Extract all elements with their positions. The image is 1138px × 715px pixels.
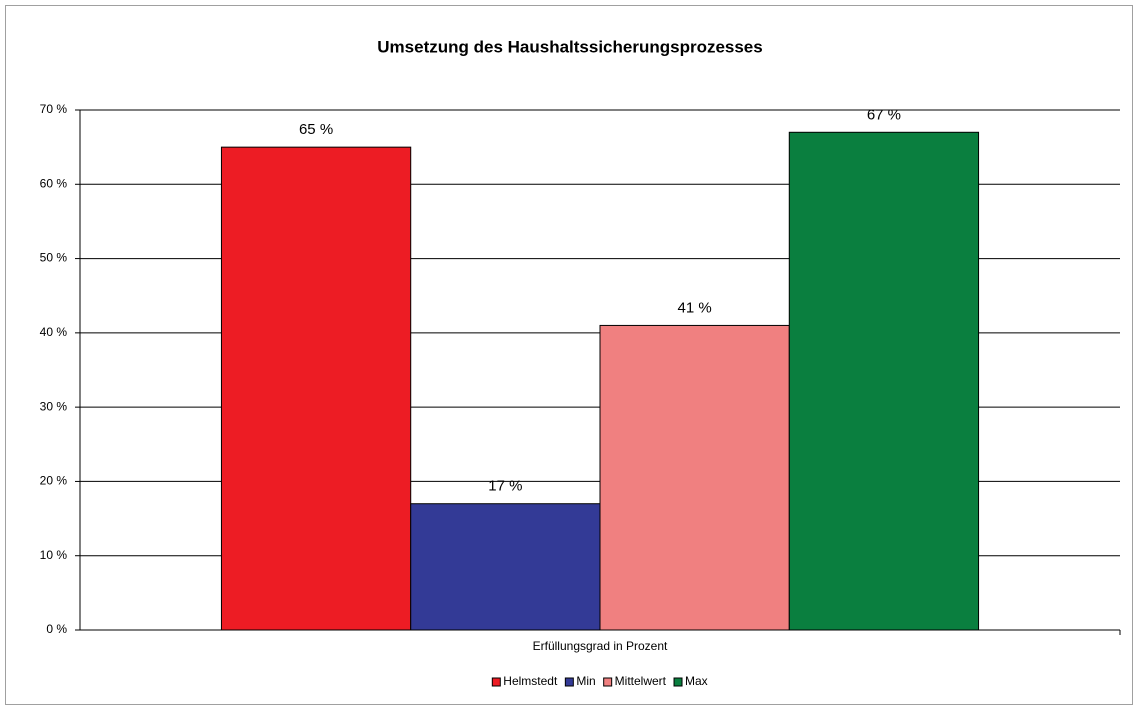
y-tick-label: 10 %: [40, 548, 68, 562]
bar: [220, 146, 412, 631]
legend-label: Max: [685, 674, 708, 688]
y-tick-label: 0 %: [46, 622, 67, 636]
legend-swatch: [603, 677, 613, 687]
y-tick-label: 30 %: [40, 399, 68, 413]
legend-swatch: [564, 677, 574, 687]
legend-label: Min: [576, 674, 595, 688]
x-tick-label: Erfüllungsgrad in Prozent: [533, 639, 668, 653]
y-tick-label: 40 %: [40, 325, 68, 339]
legend-label: Helmstedt: [503, 674, 558, 688]
data-label: 65 %: [299, 121, 333, 138]
bar: [410, 503, 601, 631]
data-label: 67 %: [867, 106, 901, 123]
data-label: 17 %: [488, 478, 522, 495]
legend-label: Mittelwert: [615, 674, 667, 688]
y-tick-label: 20 %: [40, 474, 68, 488]
y-tick-label: 60 %: [40, 176, 68, 190]
legend-swatch: [491, 677, 501, 687]
data-label: 41 %: [678, 299, 712, 316]
y-tick-label: 50 %: [40, 251, 68, 265]
legend-swatch: [673, 677, 683, 687]
bar: [599, 324, 790, 631]
chart-title: Umsetzung des Haushaltssicherungsprozess…: [377, 37, 762, 56]
bar: [788, 131, 980, 631]
y-tick-label: 70 %: [40, 102, 68, 116]
